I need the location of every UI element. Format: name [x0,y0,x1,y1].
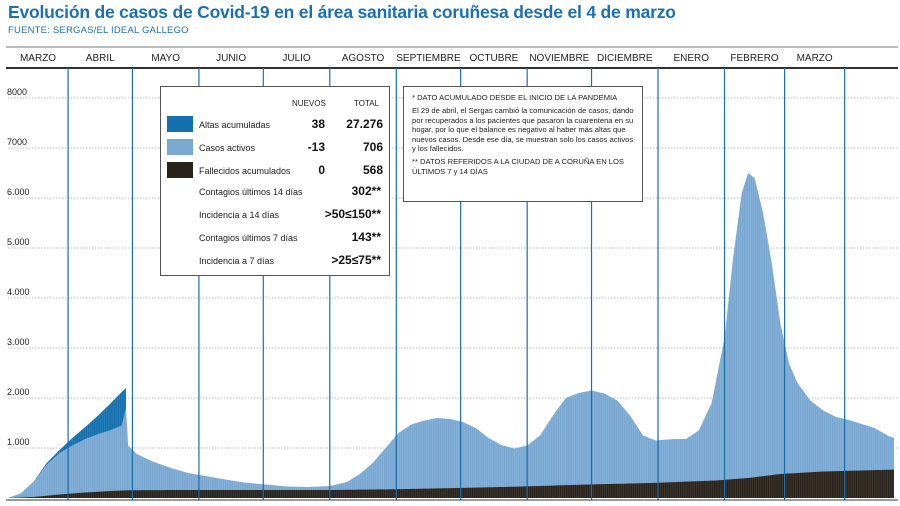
month-label: JULIO [282,53,311,64]
stats-extra-label: Incidencia a 7 días [199,256,275,266]
month-label: SEPTIEMBRE [396,53,461,64]
stats-row-label: Casos activos [199,143,256,153]
month-header-band [6,46,898,68]
month-label: MAYO [151,53,180,64]
stats-row-label: Fallecidos acumulados [199,166,291,176]
stats-box: NUEVOS TOTAL Altas acumuladas 38 27.276 … [160,86,390,276]
month-label: MARZO [20,53,56,64]
note-cumulative: * DATO ACUMULADO DESDE EL INICIO DE LA P… [412,93,618,102]
month-label: ABRIL [86,53,115,64]
y-axis-labels: 8000 7000 6.000 5.000 4.000 3.000 2.000 1.000 [7,87,30,447]
y-tick-label: 8000 [7,87,27,97]
stats-row-label: Altas acumuladas [199,120,271,130]
stats-extra-label: Contagios últimos 14 días [199,187,303,197]
stats-extra-value: >50≤150** [324,207,381,221]
legend-swatch-altas [167,116,193,132]
y-tick-label: 1.000 [7,437,30,447]
notes-box: * DATO ACUMULADO DESDE EL INICIO DE LA P… [403,86,643,202]
y-tick-label: 7000 [7,137,27,147]
stats-row-total: 706 [362,140,383,154]
chart-title: Evolución de casos de Covid-19 en el áre… [8,2,676,22]
y-tick-label: 3.000 [7,337,30,347]
note-city-data: ** DATOS REFERIDOS A LA CIUDAD DE A CORU… [412,157,624,176]
month-label: FEBRERO [730,53,779,64]
month-labels: MARZO ABRIL MAYO JUNIO JULIO AGOSTO SEPTIEMBRE… [20,53,833,64]
month-label: NOVIEMBRE [529,53,589,64]
month-label: ENERO [673,53,709,64]
month-label: AGOSTO [342,53,385,64]
stats-row-nuevos: 38 [311,117,325,131]
stats-extra-label: Incidencia a 14 días [199,210,280,220]
month-label: MARZO [797,53,833,64]
stats-extra-value: 302** [351,184,381,198]
stats-row-nuevos: -13 [307,140,325,154]
chart-source: FUENTE: SERGAS/EL IDEAL GALLEGO [8,25,189,36]
series-fallecidos-area [8,469,894,498]
series-activos-area [8,173,894,498]
note-sergas-change: El 29 de abril, el Sergas cambió la comu… [412,106,634,154]
month-label: OCTUBRE [469,53,518,64]
y-tick-label: 4.000 [7,287,30,297]
month-label: DICIEMBRE [597,53,653,64]
stats-extra-value: >25≤75** [331,253,381,267]
stats-extra-value: 143** [351,230,381,244]
y-tick-label: 6.000 [7,187,30,197]
stats-row-nuevos: 0 [318,163,325,177]
legend-swatch-fallecidos [167,162,193,178]
legend-swatch-activos [167,139,193,155]
stats-row-total: 27.276 [346,117,383,131]
stats-extra-label: Contagios últimos 7 días [199,233,298,243]
y-tick-label: 5.000 [7,237,30,247]
stats-col-nuevos: NUEVOS [292,99,326,108]
y-tick-label: 2.000 [7,387,30,397]
month-label: JUNIO [216,53,246,64]
stats-col-total: TOTAL [354,99,380,108]
stats-row-total: 568 [362,163,383,177]
